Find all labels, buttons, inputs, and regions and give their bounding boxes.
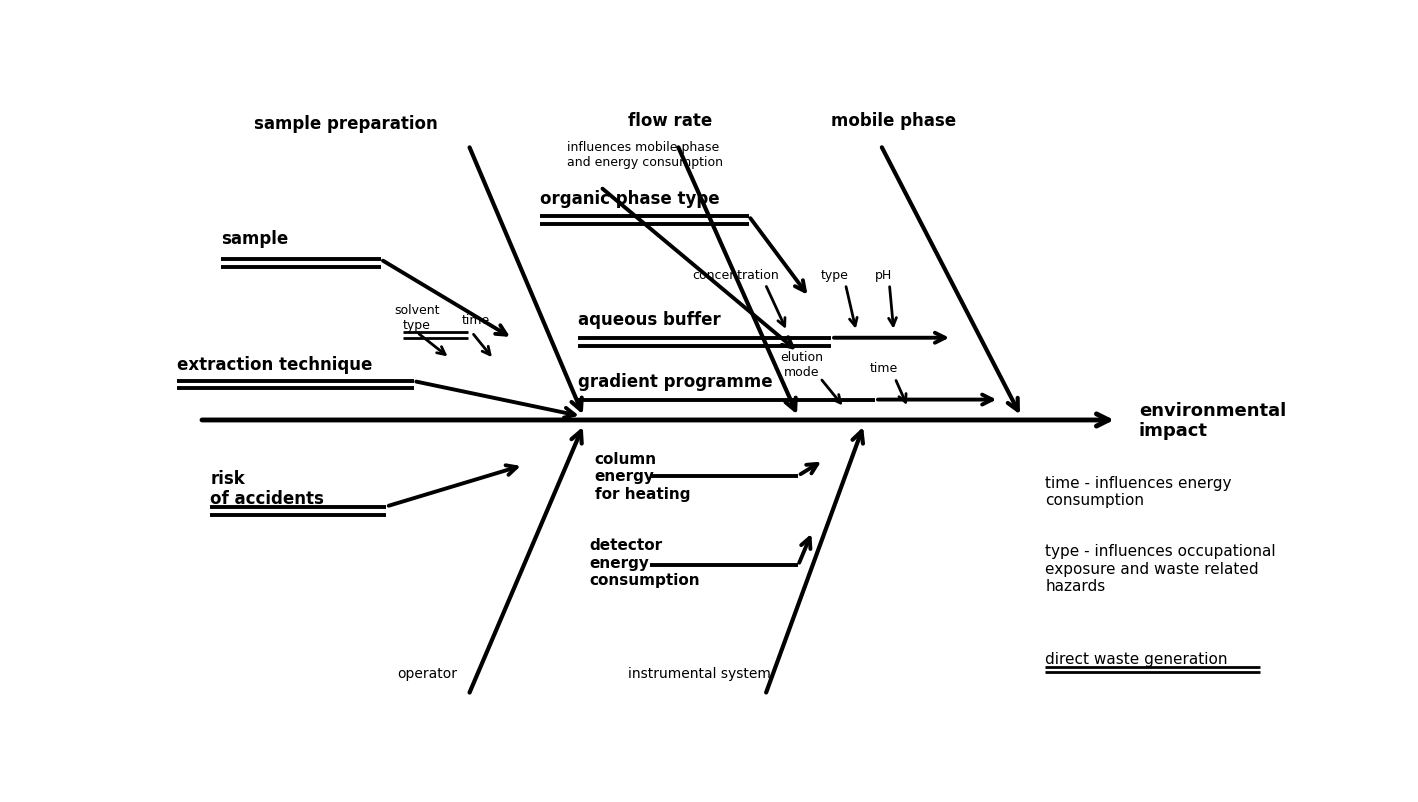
Text: pH: pH — [875, 269, 892, 282]
Text: environmental
impact: environmental impact — [1139, 401, 1286, 439]
Text: time: time — [462, 314, 491, 327]
Text: extraction technique: extraction technique — [177, 356, 373, 374]
Text: mobile phase: mobile phase — [831, 112, 956, 130]
Text: flow rate: flow rate — [628, 112, 712, 130]
Text: operator: operator — [397, 666, 457, 681]
Text: type - influences occupational
exposure and waste related
hazards: type - influences occupational exposure … — [1045, 544, 1276, 593]
Text: sample: sample — [221, 229, 288, 247]
Text: time: time — [869, 362, 898, 375]
Text: type: type — [821, 269, 848, 282]
Text: gradient programme: gradient programme — [579, 373, 773, 391]
Text: instrumental system: instrumental system — [628, 666, 771, 681]
Text: direct waste generation: direct waste generation — [1045, 650, 1228, 666]
Text: elution
mode: elution mode — [780, 351, 822, 379]
Text: influences mobile phase
and energy consumption: influences mobile phase and energy consu… — [567, 141, 723, 169]
Text: concentration: concentration — [692, 269, 778, 282]
Text: detector
energy
consumption: detector energy consumption — [590, 537, 700, 587]
Text: risk
of accidents: risk of accidents — [210, 469, 325, 508]
Text: solvent
type: solvent type — [394, 303, 440, 331]
Text: column
energy
for heating: column energy for heating — [596, 452, 691, 501]
Text: sample preparation: sample preparation — [254, 115, 438, 133]
Text: aqueous buffer: aqueous buffer — [579, 311, 722, 329]
Text: time - influences energy
consumption: time - influences energy consumption — [1045, 476, 1232, 508]
Text: organic phase type: organic phase type — [540, 190, 719, 208]
